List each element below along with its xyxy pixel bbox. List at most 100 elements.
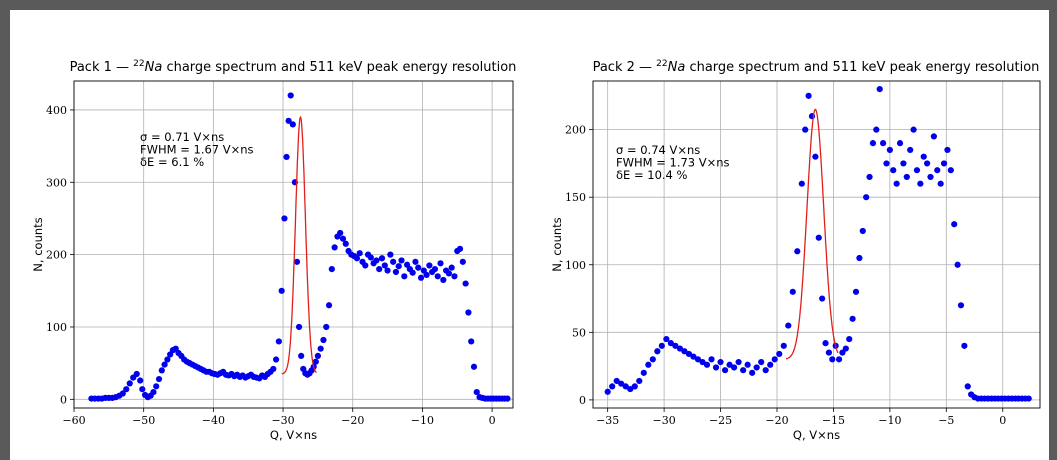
chart-panel-2: Pack 2 — 22Na charge spectrum and 511 ke… — [550, 59, 1041, 442]
data-point — [805, 92, 812, 99]
data-point — [794, 248, 801, 255]
data-point — [890, 167, 897, 174]
data-point — [417, 274, 425, 281]
data-point — [317, 345, 324, 352]
data-point — [289, 121, 296, 128]
data-point — [390, 258, 397, 265]
data-point — [133, 370, 140, 378]
data-point — [331, 244, 338, 251]
data-point — [636, 377, 643, 385]
x-axis-label: Q, V×ns — [270, 428, 317, 442]
annotation-text: FWHM = 1.73 V×ns — [616, 156, 730, 170]
data-point — [842, 345, 849, 352]
data-point — [356, 250, 363, 257]
data-point — [378, 255, 386, 262]
x-tick-label: 0 — [489, 414, 496, 427]
x-tick-label: −20 — [341, 414, 364, 427]
data-point — [893, 180, 900, 187]
data-point — [283, 153, 290, 161]
data-point — [753, 364, 760, 371]
data-point — [123, 386, 130, 393]
data-point — [815, 234, 822, 241]
x-tick-label: −40 — [202, 414, 225, 427]
window-frame-right — [1049, 0, 1057, 460]
figure-canvas: Pack 1 — 22Na charge spectrum and 511 ke… — [10, 10, 1049, 460]
data-point — [863, 194, 870, 201]
chart-title-suffix: charge spectrum and 511 keV peak energy … — [162, 60, 516, 75]
data-point — [829, 356, 836, 363]
data-point — [699, 358, 706, 366]
y-tick-label: 150 — [565, 191, 586, 204]
data-point — [139, 386, 146, 393]
data-point — [866, 173, 873, 181]
data-point — [883, 160, 890, 167]
y-tick-label: 100 — [46, 321, 67, 334]
data-point — [153, 383, 160, 390]
data-point — [604, 388, 611, 395]
data-point — [785, 322, 792, 329]
y-tick-label: 0 — [579, 394, 586, 407]
data-point — [896, 140, 904, 147]
data-point — [1025, 395, 1032, 402]
data-point — [920, 153, 927, 160]
data-point — [676, 345, 684, 352]
window-frame-top — [0, 0, 1057, 10]
chart-title: Pack 2 — 22Na charge spectrum and 511 ke… — [593, 59, 1040, 75]
y-tick-label: 200 — [46, 249, 67, 262]
data-point — [910, 126, 917, 133]
data-point — [285, 117, 292, 124]
data-point — [835, 356, 843, 363]
x-tick-label: −15 — [822, 414, 845, 427]
chart-title-suffix: charge spectrum and 511 keV peak energy … — [685, 60, 1039, 75]
data-point — [376, 265, 383, 273]
plot-area — [592, 80, 1041, 409]
data-point — [839, 349, 846, 356]
data-point — [401, 273, 408, 280]
data-point — [627, 385, 634, 393]
data-point — [423, 271, 430, 278]
data-point — [387, 251, 394, 258]
data-point — [445, 270, 452, 277]
data-point — [762, 367, 769, 374]
data-point — [448, 264, 455, 271]
data-point — [681, 348, 688, 355]
data-point — [631, 383, 638, 390]
data-point — [459, 258, 466, 265]
data-point — [667, 340, 674, 347]
data-point — [362, 262, 369, 269]
data-point — [735, 358, 742, 366]
data-point — [618, 380, 625, 387]
data-point — [957, 302, 965, 309]
data-point — [298, 352, 305, 360]
data-point — [281, 215, 288, 222]
data-point — [325, 302, 333, 309]
data-point — [398, 257, 405, 264]
data-point — [278, 287, 285, 294]
data-point — [879, 140, 887, 147]
annotation-text: σ = 0.71 V×ns — [140, 130, 224, 144]
data-point — [940, 160, 948, 167]
x-tick-label: −20 — [765, 414, 788, 427]
data-point — [645, 361, 652, 368]
spectra-figure: Pack 1 — 22Na charge spectrum and 511 ke… — [31, 59, 1041, 442]
data-point — [825, 349, 833, 356]
data-point — [337, 229, 344, 237]
annotation-text: σ = 0.74 V×ns — [616, 143, 700, 157]
data-point — [434, 273, 441, 280]
y-axis-label: N, counts — [31, 217, 45, 271]
data-point — [730, 364, 738, 371]
chart-panel-1: Pack 1 — 22Na charge spectrum and 511 ke… — [31, 59, 516, 442]
data-point — [749, 369, 756, 376]
data-point — [293, 258, 301, 265]
data-point — [852, 288, 860, 295]
data-point — [161, 361, 168, 368]
data-point — [613, 377, 620, 385]
data-point — [470, 363, 478, 370]
data-point — [456, 245, 464, 252]
data-point — [328, 265, 335, 273]
data-point — [900, 160, 907, 167]
data-point — [856, 254, 863, 262]
chart-title-isotope: Na — [145, 60, 163, 75]
x-tick-label: −5 — [938, 414, 954, 427]
data-point — [119, 390, 126, 397]
